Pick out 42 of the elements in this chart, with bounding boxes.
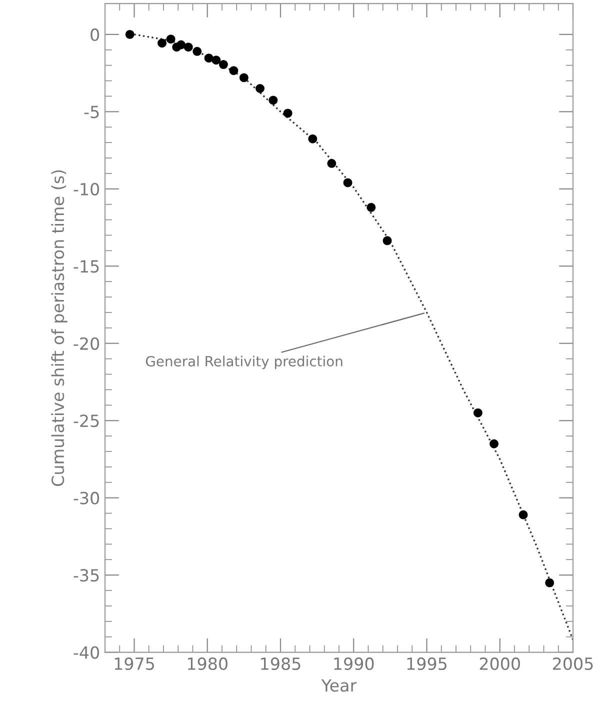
x-tick-label: 2005 <box>553 657 593 670</box>
point <box>204 54 214 63</box>
point <box>218 60 228 70</box>
y-tick-label: -15 <box>74 260 99 273</box>
point <box>184 42 193 52</box>
x-tick-label: 1975 <box>114 657 154 670</box>
y-tick-label: 0 <box>90 28 100 42</box>
point <box>473 408 482 418</box>
point <box>192 46 202 56</box>
y-tick-label: -25 <box>74 414 99 428</box>
point <box>327 158 336 168</box>
y-tick-label: -40 <box>74 646 100 659</box>
point <box>268 96 278 105</box>
annotation: General Relativity prediction <box>146 356 342 370</box>
point <box>490 439 499 448</box>
x-tick-label: 2000 <box>480 657 520 670</box>
point <box>256 84 265 93</box>
y-axis-title: Cumulative shift of periastron time (s) <box>51 170 68 486</box>
y-tick-label: -20 <box>74 337 100 350</box>
y-tick-label: -30 <box>74 492 100 504</box>
y-tick-label: -35 <box>74 569 99 582</box>
x-tick-label: 1980 <box>188 657 228 670</box>
point <box>125 30 134 39</box>
point <box>308 134 318 144</box>
point <box>343 178 352 188</box>
x-tick-label: 1990 <box>334 657 374 670</box>
point <box>518 510 528 520</box>
point <box>239 73 248 82</box>
y-tick-label: -5 <box>84 106 99 118</box>
x-tick-label: 1995 <box>407 657 446 670</box>
point <box>176 40 186 50</box>
x-axis-title: Year <box>321 679 357 692</box>
point <box>366 202 376 212</box>
point <box>212 56 221 65</box>
point <box>166 34 176 44</box>
point <box>283 108 292 118</box>
point <box>158 38 167 48</box>
x-tick-label: 1985 <box>261 657 300 670</box>
point <box>229 66 238 76</box>
point <box>382 236 392 246</box>
point <box>545 578 554 588</box>
y-tick-label: -10 <box>74 182 100 196</box>
